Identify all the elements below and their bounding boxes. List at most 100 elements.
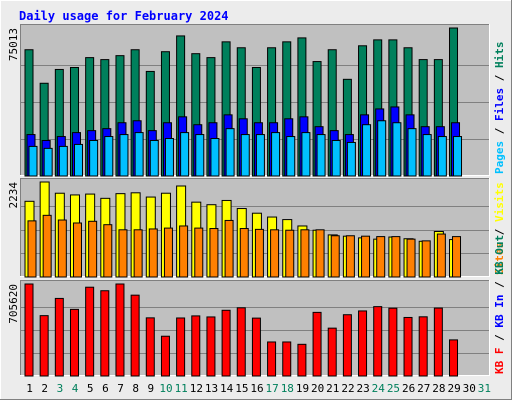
bar-kb-fill bbox=[54, 297, 64, 377]
bar-pages bbox=[392, 122, 402, 177]
panel-kb-day-20 bbox=[312, 311, 322, 377]
panel-visits-y-max-label: 2234 bbox=[7, 182, 20, 209]
panel-kb-day-21 bbox=[327, 327, 337, 377]
bar-pages bbox=[407, 128, 417, 177]
bar-sites-fill bbox=[57, 219, 67, 278]
bar-kb-fill bbox=[145, 317, 155, 377]
panel-hits-day-3 bbox=[54, 68, 68, 177]
bar-kb-fill bbox=[449, 339, 459, 377]
bar-pages-fill bbox=[437, 136, 447, 177]
x-tick-label: 17 bbox=[266, 382, 279, 395]
panel-hits-day-21 bbox=[327, 49, 341, 177]
panel-kb-day-28 bbox=[433, 307, 443, 377]
x-tick-label: 8 bbox=[132, 382, 139, 395]
panel-kb-legend: KB F / KB In / KB Out bbox=[493, 235, 506, 374]
bar-kb-fill bbox=[236, 307, 246, 377]
x-tick-label: 5 bbox=[87, 382, 94, 395]
bar-pages-fill bbox=[422, 134, 432, 177]
panel-kb-day-18 bbox=[282, 341, 292, 377]
bar-sites-fill bbox=[300, 229, 310, 278]
bar-sites bbox=[209, 228, 219, 278]
bar-pages bbox=[28, 145, 38, 177]
bar-kb-fill bbox=[358, 310, 368, 377]
bar-sites bbox=[436, 233, 446, 278]
x-tick-label: 31 bbox=[478, 382, 491, 395]
bar-pages bbox=[346, 141, 356, 177]
bar-kb bbox=[449, 339, 459, 377]
panel-kb-day-27 bbox=[418, 316, 428, 377]
bar-pages-fill bbox=[164, 138, 174, 177]
bar-pages-fill bbox=[195, 134, 205, 177]
x-tick-label: 20 bbox=[311, 382, 324, 395]
bar-sites bbox=[103, 224, 113, 278]
panel-hits-day-2 bbox=[39, 82, 53, 177]
panel-kb-day-25 bbox=[388, 307, 398, 377]
x-tick-label: 29 bbox=[447, 382, 460, 395]
x-tick-label: 25 bbox=[387, 382, 400, 395]
panel-visits-day-1 bbox=[24, 200, 37, 278]
panel-visits-day-27 bbox=[418, 240, 431, 278]
bar-kb-fill bbox=[342, 314, 352, 377]
bar-pages-fill bbox=[255, 134, 265, 177]
x-tick-label: 23 bbox=[357, 382, 370, 395]
bar-kb bbox=[236, 307, 246, 377]
panel-kb-day-17 bbox=[267, 341, 277, 377]
chart-title: Daily usage for February 2024 bbox=[19, 9, 229, 23]
panel-hits-day-22 bbox=[342, 78, 356, 177]
bar-kb bbox=[206, 316, 216, 377]
panel-kb-day-11 bbox=[176, 317, 186, 377]
bar-sites-fill bbox=[330, 235, 340, 278]
panel-kb-day-8 bbox=[130, 294, 140, 377]
bar-sites-fill bbox=[179, 225, 189, 278]
bar-sites bbox=[239, 228, 249, 278]
bar-kb-fill bbox=[297, 343, 307, 377]
bar-sites bbox=[133, 229, 143, 278]
panel-kb-day-9 bbox=[145, 317, 155, 377]
panel-kb-day-6 bbox=[100, 290, 110, 377]
bar-sites bbox=[345, 235, 355, 278]
x-axis: 1 2 3 4 5 6 7 8 9 10 11 12 13 14 15 16 17 18 19 20 21 22 23 24 2… bbox=[26, 382, 491, 395]
panel-visits-day-11 bbox=[176, 185, 189, 278]
bar-sites bbox=[72, 222, 82, 278]
bar-sites bbox=[452, 236, 462, 278]
panel-visits-day-8 bbox=[130, 192, 143, 278]
bar-pages-fill bbox=[286, 136, 296, 177]
panel-hits-day-28 bbox=[433, 59, 447, 177]
bar-pages-fill bbox=[210, 138, 220, 177]
bar-sites-fill bbox=[194, 227, 204, 278]
bar-kb bbox=[388, 307, 398, 377]
bar-kb-fill bbox=[24, 283, 34, 377]
bar-pages-fill bbox=[119, 134, 129, 177]
panel-kb-day-16 bbox=[251, 317, 261, 377]
bar-kb bbox=[433, 307, 443, 377]
bar-kb-fill bbox=[115, 283, 125, 377]
panel-kb-day-10 bbox=[160, 335, 170, 377]
bar-pages-fill bbox=[316, 134, 326, 177]
bar-sites bbox=[406, 238, 416, 278]
panel-hits-day-1 bbox=[24, 49, 38, 177]
bar-sites bbox=[224, 219, 234, 278]
panel-visits-day-28 bbox=[433, 230, 446, 278]
x-tick-label: 30 bbox=[463, 382, 476, 395]
panel-visits-day-23 bbox=[358, 235, 371, 278]
bar-pages bbox=[240, 134, 250, 177]
bar-pages-fill bbox=[453, 136, 463, 177]
bar-pages-fill bbox=[134, 132, 144, 177]
bar-pages bbox=[331, 139, 341, 177]
panel-visits-day-4 bbox=[69, 194, 82, 278]
bar-kb bbox=[221, 309, 231, 377]
bar-sites-fill bbox=[42, 214, 52, 278]
bar-sites bbox=[315, 229, 325, 278]
x-tick-label: 10 bbox=[159, 382, 172, 395]
panel-kb-legend-part: / bbox=[493, 328, 506, 348]
bar-kb-fill bbox=[312, 311, 322, 377]
panel-hits-day-5 bbox=[85, 57, 99, 177]
panel-visits-day-26 bbox=[403, 238, 416, 278]
bar-sites bbox=[163, 227, 173, 278]
bar-sites-fill bbox=[72, 222, 82, 278]
panel-hits-legend-part: Hits bbox=[493, 42, 506, 69]
panel-kb-day-22 bbox=[342, 314, 352, 377]
bar-sites bbox=[88, 220, 98, 278]
panel-visits-day-16 bbox=[251, 212, 264, 278]
